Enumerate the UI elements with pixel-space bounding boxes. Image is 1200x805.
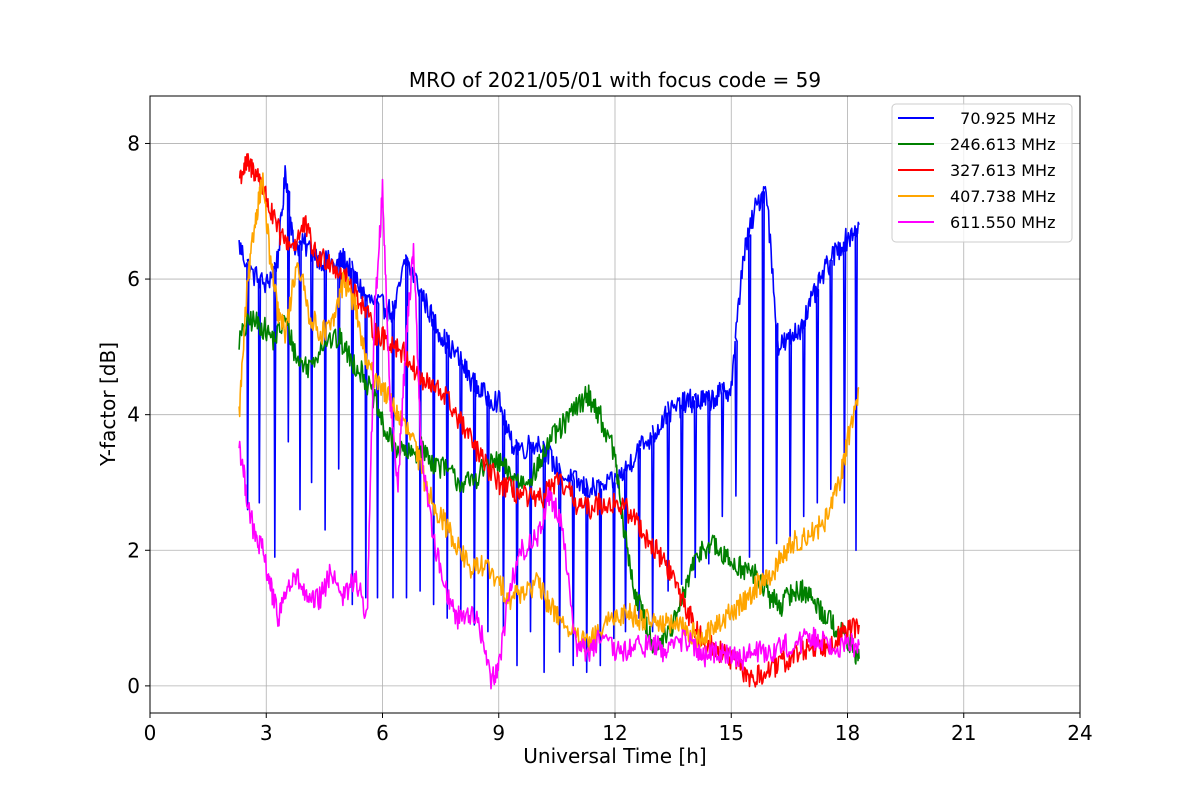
series-line-1	[238, 165, 860, 674]
legend: 70.925 MHz 246.613 MHz 327.613 MHz 407.738 …	[891, 103, 1073, 243]
x-tick-label: 24	[1067, 721, 1092, 745]
y-tick-label: 8	[127, 131, 140, 155]
legend-label-4: 407.738 MHz	[950, 187, 1055, 206]
legend-label-3: 327.613 MHz	[950, 161, 1055, 180]
x-tick-label: 15	[719, 721, 744, 745]
legend-label-1: 70.925 MHz	[950, 109, 1055, 128]
x-tick-label: 12	[602, 721, 627, 745]
x-tick-label: 9	[492, 721, 505, 745]
x-tick-label: 6	[376, 721, 389, 745]
y-axis-label: Y-factor [dB]	[96, 342, 120, 467]
series-line-5	[238, 178, 860, 690]
x-axis-label: Universal Time [h]	[523, 744, 706, 768]
legend-label-5: 611.550 MHz	[950, 213, 1055, 232]
y-tick-label: 2	[127, 538, 140, 562]
legend-label-2: 246.613 MHz	[950, 135, 1055, 154]
x-tick-label: 21	[951, 721, 976, 745]
x-tick-label: 3	[260, 721, 273, 745]
legend-box	[891, 103, 1073, 243]
y-tick-label: 4	[127, 403, 140, 427]
y-tick-label: 6	[127, 267, 140, 291]
grid-layer	[150, 96, 1080, 713]
series-line-4	[238, 172, 860, 653]
chart-title: MRO of 2021/05/01 with focus code = 59	[409, 68, 821, 92]
series-line-3	[238, 153, 860, 688]
series-layer	[238, 153, 860, 690]
x-tick-label: 18	[835, 721, 860, 745]
x-tick-label: 0	[144, 721, 157, 745]
y-tick-label: 0	[127, 674, 140, 698]
series-line-2	[238, 310, 860, 665]
